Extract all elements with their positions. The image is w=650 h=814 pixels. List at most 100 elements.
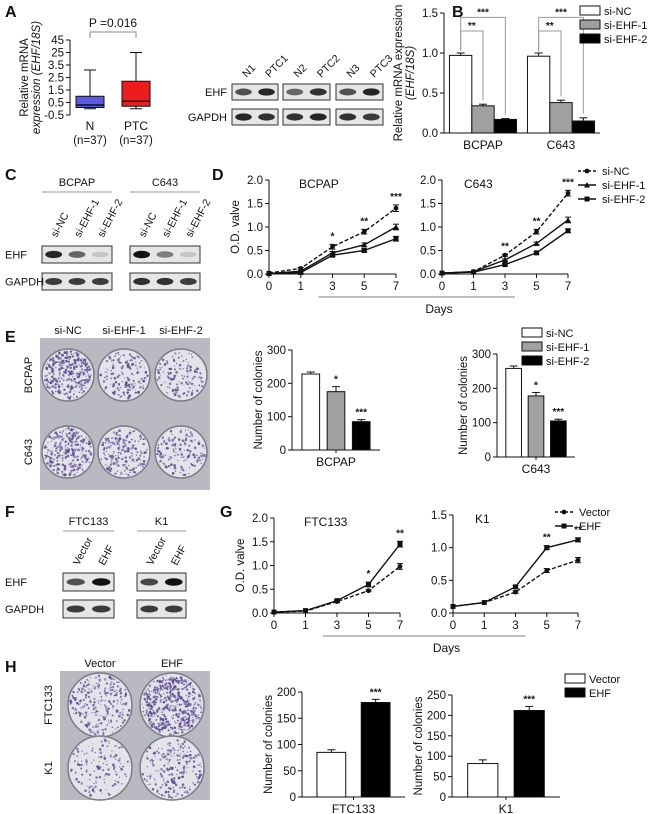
colony-dot [166, 704, 169, 707]
colony-dot [105, 457, 108, 460]
colony-dot [59, 446, 62, 449]
colony-dot [140, 452, 143, 455]
colony-dot [123, 469, 126, 472]
colony-dot [189, 726, 192, 728]
colony-dot [48, 386, 51, 390]
colony-dot [89, 773, 92, 776]
colony-dot [65, 360, 69, 363]
colony-dot [180, 676, 182, 678]
legend-label: si-EHF-2 [604, 34, 647, 46]
colony-dot [58, 368, 61, 371]
colony-dot [159, 698, 162, 702]
colony-dot [120, 471, 122, 473]
colony-dot [121, 711, 124, 713]
colony-dot [46, 454, 48, 456]
colony-dot [168, 749, 171, 752]
colony-dot [189, 450, 192, 453]
colony-dot [73, 463, 76, 466]
colony-dot [65, 432, 67, 435]
y-tick-label: 45 [51, 35, 64, 47]
colony-dot [77, 781, 80, 784]
colony-dot [166, 362, 169, 365]
y-tick-label: 100 [427, 751, 446, 763]
colony-dot [183, 459, 185, 462]
colony-dot [173, 726, 176, 729]
colony-dot [197, 776, 201, 780]
colony-dot [201, 444, 205, 448]
colony-dot [61, 374, 64, 376]
colony-dot [52, 458, 56, 461]
x-tick-label: 7 [575, 620, 581, 632]
colony-dot [129, 471, 131, 474]
colony-dot [167, 386, 169, 388]
colony-dot [54, 390, 57, 393]
colony-dot [189, 369, 192, 371]
colony-dot [111, 707, 114, 709]
colony-dot [168, 741, 172, 745]
colony-dot [58, 456, 61, 459]
colony-dot [169, 706, 171, 709]
colony-dot [184, 437, 188, 440]
colony-dot [143, 778, 146, 781]
x-tick-label: 1 [481, 620, 487, 632]
colony-dot [93, 706, 95, 709]
blot-band [309, 113, 327, 121]
colony-dot [181, 747, 185, 750]
colony-dot [116, 441, 118, 444]
panel-label: B [452, 4, 464, 21]
bar [550, 420, 567, 458]
colony-dot [152, 709, 154, 712]
colony-dot [104, 775, 106, 777]
colony-dot [110, 720, 113, 723]
colony-dot [192, 765, 196, 768]
colony-dot [135, 454, 138, 456]
row-label-ehf: EHF [205, 87, 227, 99]
colony-dot [147, 695, 151, 699]
colony-dot [175, 447, 177, 450]
colony-dot [141, 462, 144, 466]
y-tick-label: 150 [277, 713, 296, 725]
series-line [452, 559, 579, 608]
lane-label: PTC1 [263, 53, 291, 81]
colony-dot [104, 692, 108, 695]
colony-dot [105, 789, 107, 791]
colony-dot [57, 385, 61, 388]
colony-dot [173, 749, 176, 752]
colony-dot [64, 467, 67, 471]
colony-dot [191, 719, 194, 722]
colony-dot [73, 473, 76, 476]
colony-dot [174, 707, 177, 710]
colony-dot [117, 447, 120, 450]
colony-dot [49, 460, 51, 463]
colony-dot [103, 738, 106, 741]
colony-dot [65, 392, 68, 395]
colony-dot [79, 366, 82, 368]
colony-dot [191, 389, 194, 392]
blot-band [66, 605, 85, 613]
colony-dot [112, 705, 115, 708]
y-tick-label: 2.5 [48, 73, 64, 85]
colony-dot [198, 704, 200, 706]
colony-dot [45, 364, 48, 366]
colony-dot [97, 710, 99, 713]
colony-dot [54, 445, 56, 447]
colony-dot [127, 474, 130, 477]
colony-dot [75, 701, 79, 705]
colony-dot [193, 464, 196, 467]
colony-dot [131, 444, 135, 447]
colony-dot [60, 366, 63, 370]
blot-band [339, 88, 357, 96]
colony-dot [118, 449, 120, 451]
culture-plate [67, 672, 133, 738]
colony-dot [147, 712, 150, 715]
colony-dot [100, 740, 103, 743]
colony-dot [195, 720, 197, 722]
colony-dot [187, 679, 189, 681]
colony-dot [70, 444, 73, 447]
chart-title: C643 [464, 177, 493, 191]
colony-dot [54, 436, 57, 439]
colony-dot [174, 353, 177, 355]
colony-dot [164, 454, 167, 456]
colony-dot [99, 679, 102, 682]
colony-dot [48, 365, 51, 369]
